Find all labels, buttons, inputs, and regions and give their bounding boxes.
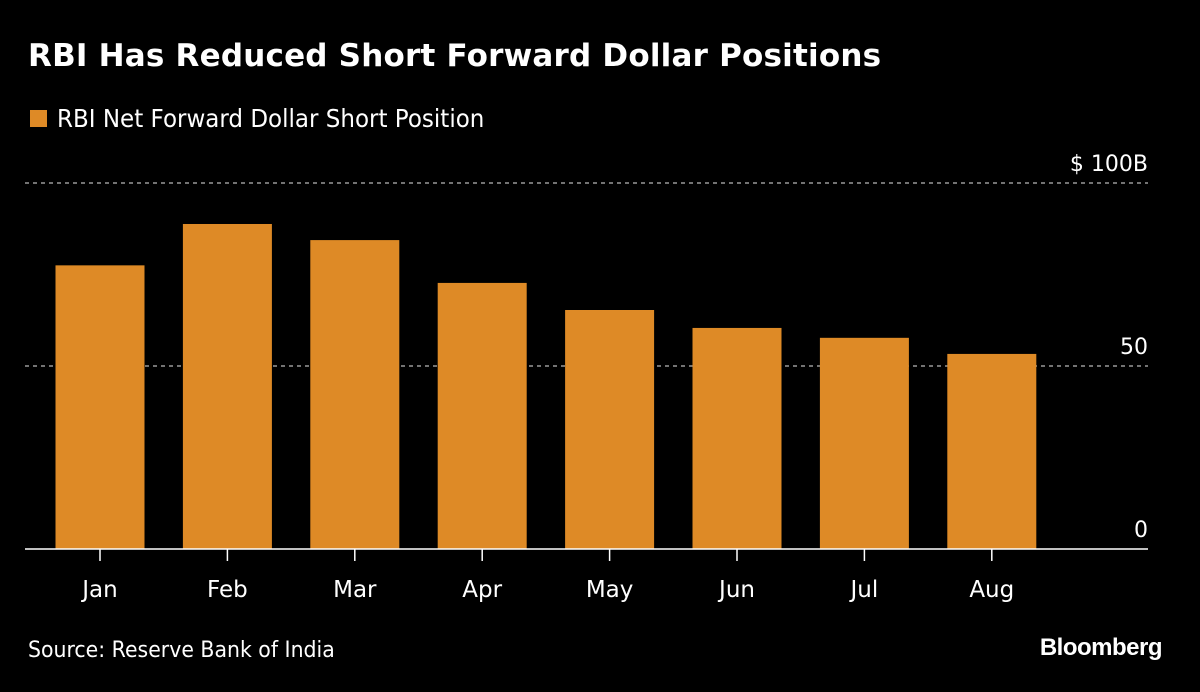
bar <box>182 223 272 549</box>
source-note: Source: Reserve Bank of India <box>28 638 335 663</box>
x-tick-label: May <box>586 577 634 603</box>
y-tick-label: $ 100B <box>1070 152 1148 177</box>
bar <box>947 353 1037 549</box>
x-tick-label: Apr <box>462 577 502 603</box>
x-tick-label: Jul <box>849 577 879 603</box>
legend-label: RBI Net Forward Dollar Short Position <box>57 104 485 133</box>
bloomberg-logo: Bloomberg <box>1039 634 1163 661</box>
x-tick-label: Mar <box>333 577 377 603</box>
bar <box>565 310 655 549</box>
x-tick-label: Feb <box>207 577 248 603</box>
bar <box>819 337 909 549</box>
bar <box>692 327 782 549</box>
x-tick-label: Jun <box>717 577 755 603</box>
y-tick-label: 50 <box>1120 335 1148 360</box>
legend: RBI Net Forward Dollar Short Position <box>30 104 522 133</box>
bar <box>310 240 400 549</box>
bar <box>437 282 527 549</box>
x-tick-label: Aug <box>969 577 1014 603</box>
x-tick-label: Jan <box>80 577 117 603</box>
y-tick-label: 0 <box>1134 518 1148 543</box>
legend-swatch <box>30 110 47 127</box>
bar <box>55 265 145 549</box>
chart-title: RBI Has Reduced Short Forward Dollar Pos… <box>28 38 882 74</box>
